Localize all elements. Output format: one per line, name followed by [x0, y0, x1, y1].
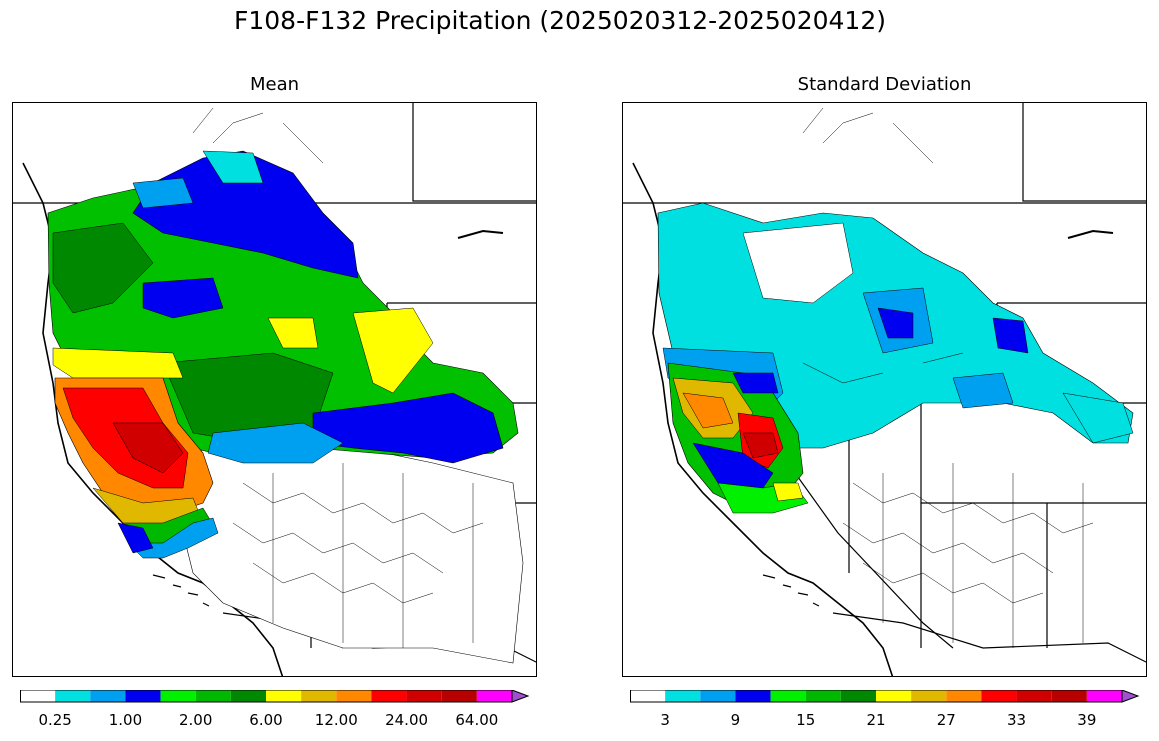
colorbar-swatch [876, 690, 912, 702]
colorbar-tick-label: 33 [1007, 711, 1027, 729]
colorbar-swatch [266, 690, 302, 702]
colorbar-swatch [946, 690, 982, 702]
std-yellow-south [772, 482, 804, 502]
colorbar-tick-label: 3 [660, 711, 670, 729]
mean-blue-north [132, 150, 359, 279]
figure-title: F108-F132 Precipitation (2025020312-2025… [233, 6, 886, 35]
colorbar-tick-label: 21 [866, 711, 886, 729]
colorbar-tick-label: 39 [1077, 711, 1097, 729]
mean-colorbar [20, 690, 530, 703]
colorbar-swatch [911, 690, 947, 702]
basin-outlines [192, 107, 484, 648]
colorbar-swatch [700, 690, 736, 702]
basin-region-unfilled [182, 437, 524, 664]
colorbar-swatch [630, 690, 666, 702]
colorbar-extend-arrow [511, 690, 530, 703]
std-colorbar-labels: 3 9 15 21 27 33 39 [630, 711, 1142, 731]
colorbar-swatch [406, 690, 442, 702]
std-blue-north-ca [732, 372, 779, 394]
mean-blue-south [117, 522, 154, 554]
std-cyan-east [1062, 392, 1134, 444]
lake-shoreline [457, 229, 504, 239]
colorbar-swatch [476, 690, 512, 702]
mean-panel-title: Mean [249, 74, 300, 95]
std-orange-region [682, 392, 734, 429]
mean-yellow-east [352, 307, 434, 394]
colorbar-swatch [336, 690, 372, 702]
std-colorbar [630, 690, 1140, 703]
channel-islands [762, 574, 820, 607]
colorbar-tick-label: 0.25 [38, 711, 72, 729]
colorbar-outline [630, 690, 1122, 703]
mean-blue-central [142, 277, 224, 319]
mean-cyan-north [202, 150, 264, 184]
colorbar-swatch [160, 690, 196, 702]
colorbar-swatch [1051, 690, 1087, 702]
basin-outlines [802, 107, 1094, 648]
colorbar-swatch [981, 690, 1017, 702]
std-blue-east [992, 317, 1029, 354]
colorbar-tick-label: 27 [936, 711, 956, 729]
std-panel-title: Standard Deviation [797, 74, 972, 95]
colorbar-swatch [1016, 690, 1052, 702]
mean-colorbar-labels: 0.25 1.00 2.00 6.00 12.00 24.00 64.00 [20, 711, 532, 731]
colorbar-outline [20, 690, 512, 703]
colorbar-tick-label: 2.00 [179, 711, 213, 729]
colorbar-tick-label: 15 [796, 711, 816, 729]
colorbar-tick-label: 1.00 [108, 711, 143, 729]
mean-lightblue-north [132, 177, 194, 209]
colorbar-swatch [371, 690, 407, 702]
colorbar-tick-label: 24.00 [385, 711, 429, 729]
colorbar-swatch [665, 690, 701, 702]
colorbar-swatch [1086, 690, 1122, 702]
mean-yellow-band [52, 347, 184, 379]
colorbar-swatch [840, 690, 876, 702]
colorbar-swatch [125, 690, 161, 702]
mean-map[interactable] [12, 102, 537, 677]
mean-darkred-region [112, 422, 184, 474]
colorbar-swatch [55, 690, 91, 702]
colorbar-swatch [735, 690, 771, 702]
std-darkred-region [742, 432, 779, 459]
colorbar-swatch [770, 690, 806, 702]
colorbar-swatch [195, 690, 231, 702]
mean-yellow-center [267, 317, 319, 349]
mean-darkgreen-northwest [52, 222, 154, 314]
std-map[interactable] [622, 102, 1147, 677]
std-white-patch [742, 222, 854, 304]
colorbar-swatch [301, 690, 337, 702]
colorbar-tick-label: 9 [730, 711, 741, 729]
colorbar-swatch [805, 690, 841, 702]
colorbar-tick-label: 12.00 [314, 711, 358, 729]
channel-islands [152, 574, 210, 607]
colorbar-swatch [20, 690, 56, 702]
colorbar-tick-label: 64.00 [455, 711, 499, 729]
std-blue-south [692, 442, 774, 489]
colorbar-swatch [90, 690, 126, 702]
std-lightblue-east [952, 372, 1014, 409]
colorbar-tick-label: 6.00 [249, 711, 283, 729]
lake-shoreline [1067, 229, 1114, 239]
colorbar-swatch [230, 690, 266, 702]
colorbar-swatch [441, 690, 477, 702]
std-map-canvas [623, 103, 1146, 676]
mean-lightblue-east [207, 422, 344, 464]
mean-map-canvas [13, 103, 536, 676]
std-blue-center [877, 307, 914, 339]
colorbar-extend-arrow [1121, 690, 1140, 703]
